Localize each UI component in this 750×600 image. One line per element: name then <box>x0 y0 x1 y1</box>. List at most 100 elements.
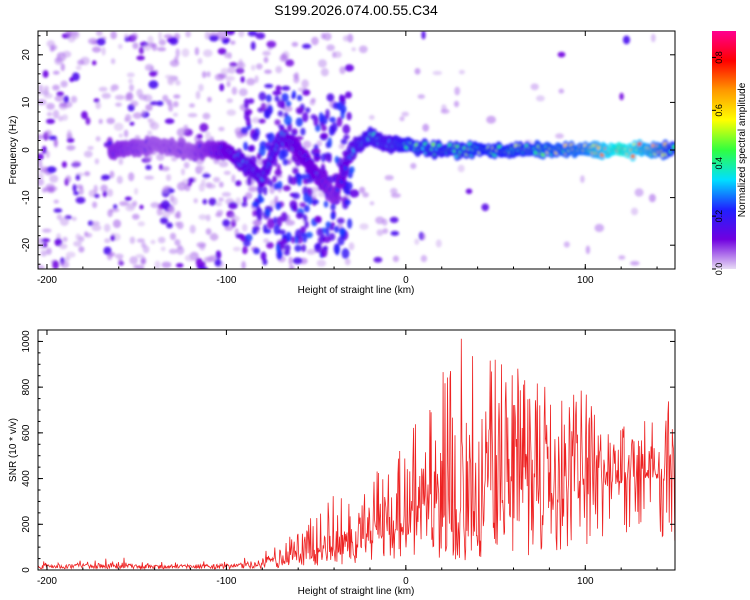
top-y-axis-label: Frequency (Hz) <box>8 116 19 185</box>
spectrogram-noise-blob <box>148 80 159 89</box>
bottom-y-tick-label: 600 <box>21 424 32 441</box>
spectrogram-streak-blob <box>241 201 248 207</box>
spectrogram-noise-blob <box>104 238 111 244</box>
spectrogram-streak-blob <box>263 186 268 196</box>
spectrogram-noise-blob <box>339 66 346 75</box>
spectrogram-noise-blob <box>289 264 295 269</box>
spectrogram-noise-blob <box>161 261 172 268</box>
spectrogram-noise-blob <box>118 157 124 166</box>
spectrogram-noise-blob <box>440 108 450 114</box>
spectrogram-noise-blob <box>61 161 67 168</box>
spectrogram-noise-blob <box>149 101 158 106</box>
spectrogram-streak-blob <box>303 192 310 203</box>
spectrogram-streak-blob <box>256 214 263 222</box>
spectrogram-noise-blob <box>358 45 368 54</box>
spectrogram-noise-blob <box>245 192 253 200</box>
spectrogram-noise-blob <box>52 109 60 119</box>
spectrogram-streak-blob <box>258 91 267 101</box>
spectrogram-noise-blob <box>140 256 147 265</box>
spectrogram-noise-blob <box>161 166 170 172</box>
bottom-x-tick-label: -100 <box>216 576 236 587</box>
spectrogram-noise-blob <box>201 71 207 79</box>
spectrogram-noise-blob <box>56 91 64 97</box>
spectrogram-noise-blob <box>302 89 311 96</box>
spectrogram-noise-blob <box>344 64 354 72</box>
spectrogram-noise-blob <box>199 123 209 132</box>
top-y-tick-label: 0 <box>21 147 32 153</box>
spectrogram-noise-blob <box>254 75 259 84</box>
spectrogram-noise-blob <box>228 65 236 74</box>
spectrogram-streak-blob <box>302 233 308 243</box>
spectrogram-streak-blob <box>285 100 292 107</box>
spectrogram-noise-blob <box>54 95 64 102</box>
spectrogram-streak-blob <box>242 196 248 203</box>
spectrogram-noise-blob <box>95 136 101 142</box>
spectrogram-streak-blob <box>267 218 275 229</box>
spectrogram-streak-blob <box>281 148 289 158</box>
spectrogram-noise-blob <box>65 251 76 258</box>
spectrogram-noise-blob <box>118 133 123 138</box>
spectrogram-noise-blob <box>88 38 98 45</box>
spectrogram-streak-blob <box>343 134 350 140</box>
spectrogram-noise-blob <box>214 259 222 267</box>
spectrogram-noise-blob <box>81 111 88 120</box>
spectrogram-noise-blob <box>141 109 146 116</box>
spectrogram-noise-blob <box>72 184 77 193</box>
spectrogram-noise-blob <box>206 183 216 189</box>
spectrogram-streak-blob <box>330 203 336 211</box>
spectrogram-noise-blob <box>247 31 258 37</box>
spectrogram-noise-blob <box>218 181 224 188</box>
spectrogram-noise-blob <box>168 103 174 112</box>
spectrogram-noise-blob <box>585 245 591 255</box>
spectrogram-noise-blob <box>40 250 47 257</box>
spectrogram-noise-blob <box>92 46 102 53</box>
spectrogram-noise-blob <box>292 257 303 265</box>
spectrogram-noise-blob <box>135 254 145 259</box>
spectrogram-streak-blob <box>305 107 311 113</box>
spectrogram-noise-blob <box>136 238 145 243</box>
spectrogram-streak-blob <box>264 228 272 234</box>
spectrogram-noise-blob <box>56 52 62 59</box>
spectrogram-streak-blob <box>267 132 276 144</box>
spectrogram-streak-blob <box>277 99 285 109</box>
spectrogram-noise-blob <box>98 86 108 92</box>
spectrogram-noise-blob <box>410 162 417 170</box>
spectrogram-noise-blob <box>91 224 102 231</box>
spectrogram-streak-blob <box>305 231 313 239</box>
spectrogram-noise-blob <box>217 48 227 55</box>
top-x-tick-label: 0 <box>403 275 409 286</box>
spectrogram-noise-blob <box>282 105 293 112</box>
spectrogram-noise-blob <box>206 255 217 262</box>
spectrogram-noise-blob <box>70 31 80 40</box>
spectrogram-streak-blob <box>265 94 272 103</box>
spectrogram-noise-blob <box>240 76 245 83</box>
spectrogram-noise-blob <box>46 166 57 174</box>
spectrogram-streak-blob <box>318 112 324 123</box>
top-x-tick-label: -100 <box>216 275 236 286</box>
spectrogram-noise-blob <box>280 53 287 61</box>
spectrogram-streak-blob <box>299 202 306 208</box>
spectrogram-noise-blob <box>558 88 565 94</box>
spectrogram-noise-blob <box>195 90 201 100</box>
spectrogram-noise-blob <box>262 50 271 56</box>
spectrogram-noise-blob <box>563 241 570 248</box>
spectrogram-noise-blob <box>281 85 291 91</box>
spectrogram-noise-blob <box>209 35 219 42</box>
spectrogram-noise-blob <box>75 65 82 71</box>
spectrogram-noise-blob <box>316 140 323 147</box>
spectrogram-streak-blob <box>258 196 265 203</box>
spectrogram-noise-blob <box>95 101 101 110</box>
spectrogram-noise-blob <box>38 84 44 93</box>
spectrogram-noise-blob <box>46 247 52 255</box>
spectrogram-noise-blob <box>173 94 181 99</box>
figure-title: S199.2026.074.00.55.C34 <box>274 2 438 18</box>
spectrogram-streak-blob <box>251 201 259 208</box>
spectrogram-streak-blob <box>295 212 304 220</box>
spectrogram-noise-blob <box>59 102 67 108</box>
spectrogram-noise-blob <box>188 177 195 183</box>
spectrogram-noise-blob <box>414 68 421 75</box>
bottom-y-tick-label: 200 <box>21 516 32 533</box>
spectrogram-noise-blob <box>373 256 383 263</box>
spectrogram-ridge-core <box>672 144 675 150</box>
spectrogram-streak-blob <box>285 231 292 243</box>
